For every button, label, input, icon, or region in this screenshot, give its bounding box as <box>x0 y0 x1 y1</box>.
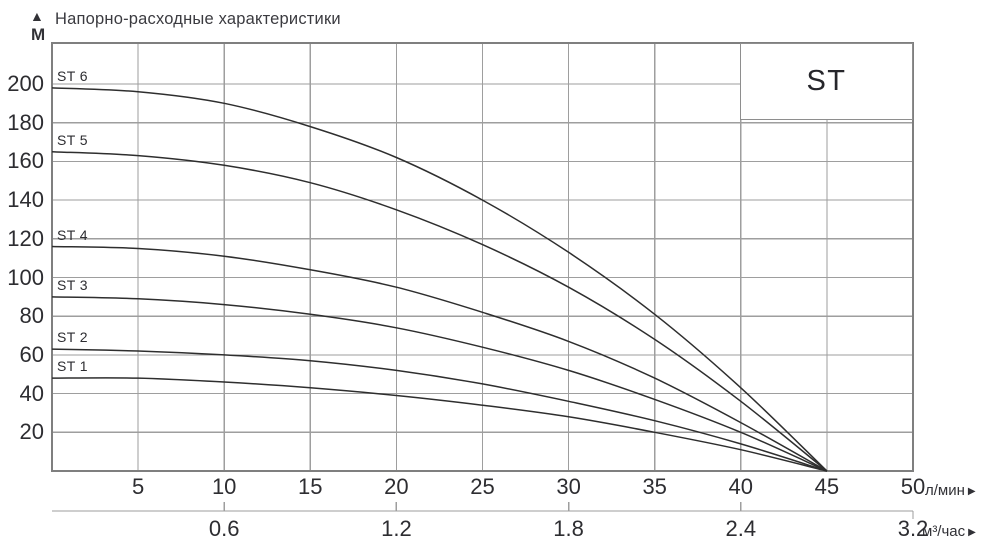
pump-curve-st6 <box>51 87 828 472</box>
chart-title: Напорно-расходные характеристики <box>55 10 341 28</box>
curve-label-st3: ST 3 <box>57 276 88 293</box>
pump-curve-st3 <box>51 296 828 472</box>
x2-tick-label: 2.4 <box>725 516 757 541</box>
x-tick-label: 25 <box>470 474 495 499</box>
x-axis-unit-label: л/мин ▶ <box>925 482 976 499</box>
x-tick-label: 45 <box>814 474 840 499</box>
right-arrow-icon: ▶ <box>967 486 976 497</box>
x-tick-label: 20 <box>384 474 409 499</box>
x-tick-label: 30 <box>556 474 581 499</box>
y-axis-unit-label: М <box>31 25 46 44</box>
x2-axis-unit-label: м³/час ▶ <box>922 523 976 540</box>
curve-label-st4: ST 4 <box>57 226 88 243</box>
curve-label-st6: ST 6 <box>57 67 88 84</box>
x-tick-label: 40 <box>728 474 754 499</box>
pump-curve-st1 <box>51 377 828 472</box>
y-tick-label: 60 <box>19 341 44 367</box>
x2-tick-label: 0.6 <box>208 516 240 541</box>
x-tick-label: 35 <box>642 474 667 499</box>
y-tick-label: 20 <box>19 419 44 445</box>
curve-label-st2: ST 2 <box>57 329 88 346</box>
pump-curve-st4 <box>51 245 828 472</box>
x-tick-label: 15 <box>298 474 323 499</box>
y-tick-label: 160 <box>7 148 44 174</box>
x2-tick-label: 1.2 <box>381 516 412 541</box>
x-axis-unit-text: л/мин <box>925 482 965 499</box>
x2-axis-unit-text: м³/час <box>922 523 966 540</box>
pump-curve-st2 <box>51 348 828 472</box>
pump-curve-st5 <box>51 150 828 472</box>
right-arrow-icon: ▶ <box>968 527 976 538</box>
y-axis-arrow-icon: ▲ <box>30 8 44 24</box>
plot-border <box>51 42 914 472</box>
y-tick-label: 120 <box>7 225 44 251</box>
y-tick-label: 100 <box>7 264 44 290</box>
x-tick-label: 10 <box>211 474 237 499</box>
x-tick-label: 50 <box>900 474 926 499</box>
curve-label-st5: ST 5 <box>57 131 88 148</box>
y-tick-label: 40 <box>19 380 44 406</box>
x-tick-label: 5 <box>131 474 145 499</box>
x2-tick-label: 1.8 <box>553 516 584 541</box>
x2-tick-label: 3.2 <box>897 516 929 541</box>
y-tick-label: 80 <box>19 303 44 329</box>
y-tick-label: 180 <box>7 109 44 135</box>
curve-label-st1: ST 1 <box>57 358 88 375</box>
series-family-label: ST <box>806 65 847 97</box>
series-family-box: ST <box>740 43 913 120</box>
y-tick-label: 140 <box>7 187 44 213</box>
y-tick-label: 200 <box>7 71 44 96</box>
